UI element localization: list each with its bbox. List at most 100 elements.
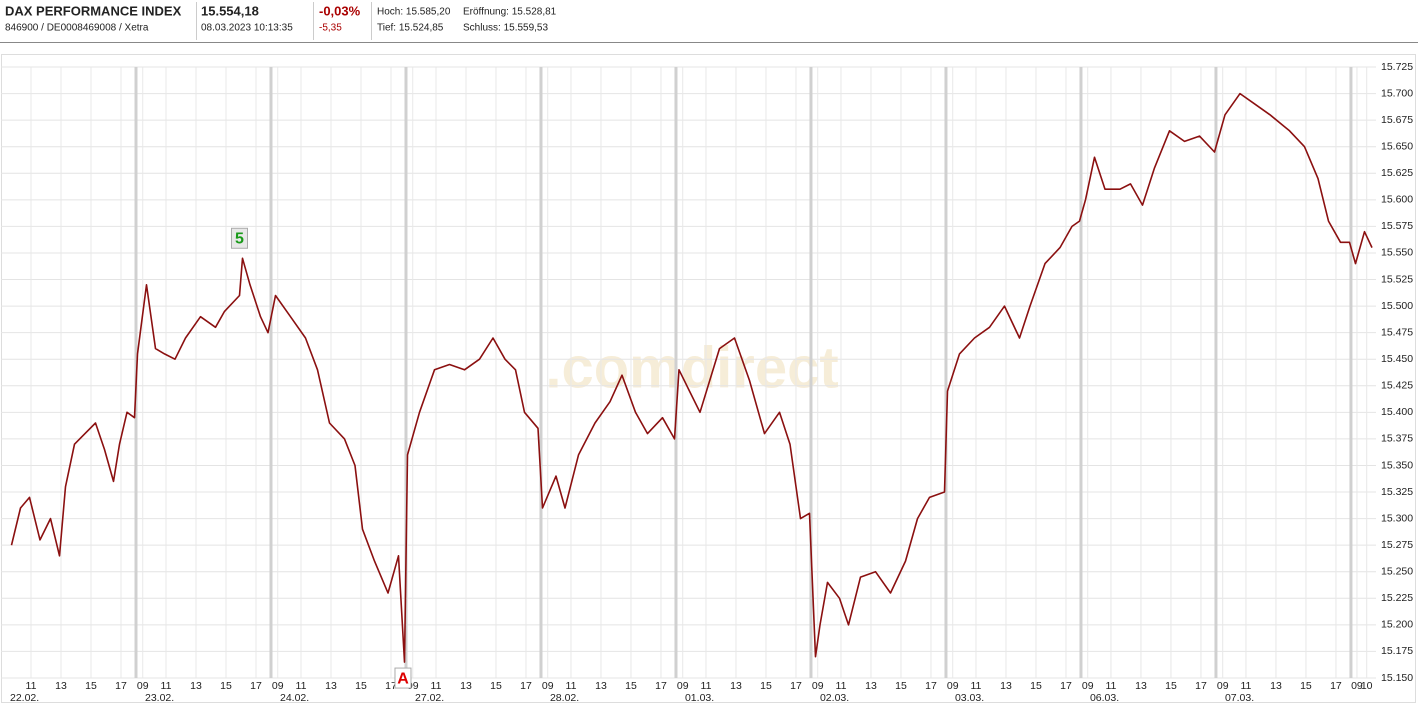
x-tick-label: 15	[1300, 680, 1312, 692]
date-label: 23.02.	[145, 692, 174, 704]
x-tick-label: 17	[115, 680, 127, 692]
date-label: 24.02.	[280, 692, 309, 704]
x-tick-label: 13	[1135, 680, 1147, 692]
x-tick-label: 13	[325, 680, 337, 692]
x-tick-label: 17	[655, 680, 667, 692]
x-tick-label: 11	[431, 680, 442, 692]
y-tick-label: 15.525	[1381, 273, 1413, 285]
change-pct: -0,03%	[319, 3, 361, 18]
x-tick-label: 11	[1106, 680, 1117, 692]
y-tick-label: 15.600	[1381, 194, 1413, 206]
y-tick-label: 15.425	[1381, 380, 1413, 392]
watermark: .comdirect	[545, 335, 838, 400]
low: Tief: 15.524,85	[377, 23, 444, 34]
x-tick-label: 17	[790, 680, 802, 692]
chart-frame	[1, 54, 1416, 703]
price-line	[10, 92, 1373, 663]
x-tick-label: 11	[836, 680, 847, 692]
date-label: 28.02.	[550, 692, 579, 704]
x-tick-label: 13	[1000, 680, 1012, 692]
x-tick-label: 09	[947, 680, 959, 692]
y-tick-label: 15.725	[1381, 61, 1413, 73]
x-tick-label: 15	[1030, 680, 1042, 692]
y-tick-label: 15.675	[1381, 114, 1413, 126]
x-tick-label: 09	[272, 680, 284, 692]
x-tick-label: 15	[1165, 680, 1177, 692]
x-tick-label: 11	[701, 680, 712, 692]
y-tick-label: 15.325	[1381, 486, 1413, 498]
x-tick-label: 15	[490, 680, 502, 692]
annotation-box	[230, 227, 248, 249]
y-tick-label: 15.550	[1381, 247, 1413, 259]
x-tick-label: 15	[355, 680, 367, 692]
x-tick-label: 15	[895, 680, 907, 692]
open: Eröffnung: 15.528,81	[463, 7, 557, 18]
x-tick-label: 11	[26, 680, 37, 692]
high: Hoch: 15.585,20	[377, 7, 451, 18]
y-tick-label: 15.625	[1381, 167, 1413, 179]
x-tick-label: 09	[1351, 680, 1363, 692]
date-label: 27.02.	[415, 692, 444, 704]
x-tick-label: 11	[971, 680, 982, 692]
timestamp: 08.03.2023 10:13:35	[201, 23, 293, 34]
x-tick-label: 13	[865, 680, 877, 692]
y-tick-label: 15.175	[1381, 645, 1413, 657]
y-tick-label: 15.350	[1381, 459, 1413, 471]
x-tick-label: 17	[1330, 680, 1342, 692]
x-tick-label: 09	[1082, 680, 1094, 692]
x-tick-label: 10	[1361, 680, 1373, 692]
x-tick-label: 17	[385, 680, 397, 692]
x-tick-label: 09	[1217, 680, 1229, 692]
x-tick-label: 17	[925, 680, 937, 692]
x-tick-label: 09	[407, 680, 419, 692]
x-tick-label: 13	[730, 680, 742, 692]
x-tick-label: 13	[190, 680, 202, 692]
y-tick-label: 15.450	[1381, 353, 1413, 365]
x-tick-label: 11	[1241, 680, 1252, 692]
date-label: 06.03.	[1090, 692, 1119, 704]
y-tick-label: 15.650	[1381, 140, 1413, 152]
x-tick-label: 13	[595, 680, 607, 692]
price: 15.554,18	[201, 3, 259, 18]
y-tick-label: 15.500	[1381, 300, 1413, 312]
x-tick-label: 15	[625, 680, 637, 692]
close: Schluss: 15.559,53	[463, 23, 548, 34]
y-tick-label: 15.150	[1381, 672, 1413, 684]
x-tick-label: 09	[812, 680, 824, 692]
date-label: 02.03.	[820, 692, 849, 704]
y-tick-label: 15.275	[1381, 539, 1413, 551]
x-tick-label: 15	[760, 680, 772, 692]
index-name: DAX PERFORMANCE INDEX	[5, 3, 182, 18]
x-tick-label: 11	[566, 680, 577, 692]
annotation-label: A	[397, 670, 409, 687]
y-tick-label: 15.475	[1381, 326, 1413, 338]
y-tick-label: 15.200	[1381, 619, 1413, 631]
y-tick-label: 15.700	[1381, 87, 1413, 99]
x-tick-label: 11	[296, 680, 307, 692]
x-tick-label: 17	[1195, 680, 1207, 692]
annotation-label: 5	[235, 230, 244, 247]
date-label: 22.02.	[10, 692, 39, 704]
header-bar	[0, 0, 1418, 42]
y-tick-label: 15.250	[1381, 566, 1413, 578]
x-tick-label: 13	[1270, 680, 1282, 692]
x-tick-label: 17	[250, 680, 262, 692]
index-ids: 846900 / DE0008469008 / Xetra	[5, 23, 149, 34]
y-tick-label: 15.400	[1381, 406, 1413, 418]
y-tick-label: 15.225	[1381, 592, 1413, 604]
x-tick-label: 15	[85, 680, 97, 692]
x-tick-label: 11	[161, 680, 172, 692]
x-tick-label: 09	[677, 680, 689, 692]
change-abs: -5,35	[319, 23, 342, 34]
y-tick-label: 15.375	[1381, 433, 1413, 445]
date-label: 03.03.	[955, 692, 984, 704]
y-tick-label: 15.575	[1381, 220, 1413, 232]
x-tick-label: 09	[542, 680, 554, 692]
x-tick-label: 17	[1060, 680, 1072, 692]
x-tick-label: 17	[520, 680, 532, 692]
x-tick-label: 15	[220, 680, 232, 692]
x-tick-label: 13	[460, 680, 472, 692]
y-tick-label: 15.300	[1381, 512, 1413, 524]
date-label: 01.03.	[685, 692, 714, 704]
